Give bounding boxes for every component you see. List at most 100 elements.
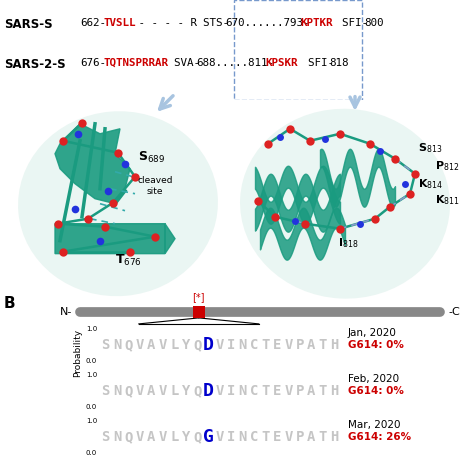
Text: P: P <box>296 430 304 444</box>
Polygon shape <box>55 124 130 204</box>
Text: V: V <box>159 384 167 398</box>
Text: G614: 0%: G614: 0% <box>348 340 404 350</box>
Text: N-: N- <box>60 307 72 317</box>
Text: SARS-2-S: SARS-2-S <box>4 58 65 71</box>
Text: S: S <box>101 384 110 398</box>
Text: L: L <box>170 430 179 444</box>
Text: A: A <box>307 430 316 444</box>
Ellipse shape <box>240 109 450 299</box>
Text: $\mathbf{T}_{676}$: $\mathbf{T}_{676}$ <box>115 253 142 268</box>
Text: I: I <box>227 338 236 352</box>
Text: P: P <box>296 338 304 352</box>
Text: [*]: [*] <box>192 292 205 302</box>
Text: $\mathbf{S}_{813}$: $\mathbf{S}_{813}$ <box>418 141 442 155</box>
Text: Q: Q <box>124 338 133 352</box>
Text: SFI-: SFI- <box>329 18 368 28</box>
Text: T: T <box>262 384 270 398</box>
Text: A: A <box>307 338 316 352</box>
Text: V: V <box>136 430 144 444</box>
Text: V: V <box>284 430 293 444</box>
Text: V: V <box>216 384 224 398</box>
Text: $\mathbf{K}_{814}$: $\mathbf{K}_{814}$ <box>418 177 443 191</box>
Text: A: A <box>147 338 155 352</box>
Text: - - - - R: - - - - R <box>132 18 197 28</box>
Text: C: C <box>250 430 258 444</box>
Text: H: H <box>330 384 338 398</box>
Text: T: T <box>262 338 270 352</box>
Text: cleaved
site: cleaved site <box>137 176 173 196</box>
Text: G614: 0%: G614: 0% <box>348 386 404 396</box>
Text: KPTKR: KPTKR <box>301 18 333 28</box>
Text: N: N <box>113 384 121 398</box>
Polygon shape <box>55 224 175 254</box>
Bar <box>234 0 362 100</box>
Text: D: D <box>203 336 214 354</box>
Text: $\mathbf{P}_{812}$: $\mathbf{P}_{812}$ <box>435 159 459 173</box>
Text: $\mathbf{K}_{811}$: $\mathbf{K}_{811}$ <box>435 193 460 207</box>
Text: Jan, 2020: Jan, 2020 <box>348 328 397 338</box>
Text: E: E <box>273 430 282 444</box>
Text: S: S <box>101 338 110 352</box>
Text: B: B <box>4 296 16 311</box>
Text: 688.....811-: 688.....811- <box>196 58 274 68</box>
Text: Y: Y <box>182 338 190 352</box>
Text: T: T <box>319 430 327 444</box>
Text: 676-: 676- <box>80 58 106 68</box>
Text: P: P <box>296 384 304 398</box>
Text: 1.0: 1.0 <box>86 326 97 332</box>
Text: N: N <box>239 430 247 444</box>
Text: 670......793-: 670......793- <box>225 18 310 28</box>
Text: Q: Q <box>193 430 201 444</box>
Text: N: N <box>239 338 247 352</box>
Text: A: A <box>147 384 155 398</box>
Bar <box>193 306 205 318</box>
Text: SFI-: SFI- <box>295 58 334 68</box>
Text: STS-: STS- <box>190 18 229 28</box>
Text: 662-: 662- <box>80 18 106 28</box>
Text: H: H <box>330 338 338 352</box>
Text: 1.0: 1.0 <box>86 418 97 424</box>
Text: C: C <box>250 384 258 398</box>
Text: TQTNSPRRAR: TQTNSPRRAR <box>103 58 168 68</box>
Text: TVSLL: TVSLL <box>103 18 136 28</box>
Text: V: V <box>216 338 224 352</box>
Text: L: L <box>170 384 179 398</box>
Text: V: V <box>159 338 167 352</box>
Text: V: V <box>136 338 144 352</box>
Text: V: V <box>284 338 293 352</box>
Ellipse shape <box>18 111 218 296</box>
Text: Y: Y <box>182 430 190 444</box>
Text: H: H <box>330 430 338 444</box>
Text: Mar, 2020: Mar, 2020 <box>348 420 401 430</box>
Text: 1.0: 1.0 <box>86 372 97 378</box>
Text: 0.0: 0.0 <box>86 358 97 364</box>
Text: 0.0: 0.0 <box>86 450 97 456</box>
Text: 0.0: 0.0 <box>86 404 97 410</box>
Text: Q: Q <box>124 384 133 398</box>
Text: -C: -C <box>448 307 460 317</box>
Text: $\mathbf{I}_{818}$: $\mathbf{I}_{818}$ <box>338 237 358 250</box>
Text: N: N <box>239 384 247 398</box>
Text: Y: Y <box>182 384 190 398</box>
Text: 800: 800 <box>364 18 383 28</box>
Text: G614: 26%: G614: 26% <box>348 432 411 442</box>
Text: SARS-S: SARS-S <box>4 18 53 31</box>
Text: Q: Q <box>193 384 201 398</box>
Text: I: I <box>227 430 236 444</box>
Text: C: C <box>250 338 258 352</box>
Text: N: N <box>113 430 121 444</box>
Text: KPSKR: KPSKR <box>265 58 298 68</box>
Text: D: D <box>203 382 214 400</box>
Text: 818: 818 <box>329 58 349 68</box>
Text: G: G <box>203 428 214 446</box>
Text: T: T <box>262 430 270 444</box>
Text: T: T <box>319 384 327 398</box>
Text: E: E <box>273 338 282 352</box>
Text: I: I <box>227 384 236 398</box>
Text: V: V <box>216 430 224 444</box>
Text: V: V <box>136 384 144 398</box>
Text: A: A <box>307 384 316 398</box>
Text: A: A <box>147 430 155 444</box>
Text: $\mathbf{S}_{689}$: $\mathbf{S}_{689}$ <box>138 150 165 165</box>
Text: L: L <box>170 338 179 352</box>
